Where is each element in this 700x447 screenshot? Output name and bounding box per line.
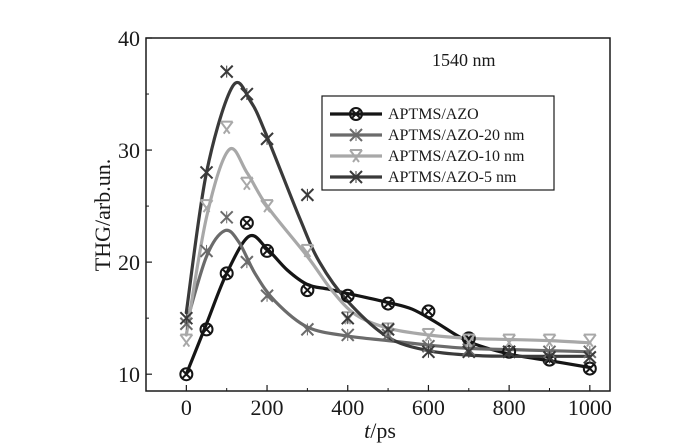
- series-line-2: [184, 228, 592, 354]
- series-curves: [184, 80, 592, 376]
- legend: APTMS/AZO APTMS/AZO-20 nm APTMS/AZO-10 nm A…: [321, 95, 555, 191]
- data-point-s2-7: [341, 328, 355, 342]
- legend-item-4: APTMS/AZO-5 nm: [330, 169, 517, 186]
- legend-label: APTMS/AZO-5 nm: [388, 169, 517, 186]
- data-point-s4-5: [260, 132, 274, 146]
- y-tick-label: 20: [118, 250, 140, 275]
- data-point-s3-9: [421, 327, 436, 342]
- wavelength-annotation: 1540 nm: [432, 50, 496, 70]
- plot-frame: [145, 37, 611, 392]
- legend-label: APTMS/AZO-20 nm: [388, 127, 525, 144]
- data-point-s1-3: [219, 266, 234, 281]
- data-point-s2-5: [260, 289, 274, 303]
- data-point-s2-3: [219, 210, 234, 225]
- legend-marker: [349, 107, 363, 121]
- data-point-s1-6: [300, 283, 315, 298]
- data-point-s4-12: [542, 350, 557, 365]
- x-tick-label: 600: [412, 395, 445, 420]
- series-line-4: [184, 80, 592, 358]
- data-point-s2-4: [240, 255, 254, 269]
- y-axis-label: THG/arb.un.: [90, 159, 115, 271]
- data-point-s3-4: [240, 176, 254, 191]
- data-point-s3-3: [219, 120, 234, 135]
- data-point-s4-4: [240, 87, 254, 101]
- legend-item-3: APTMS/AZO-10 nm: [330, 148, 525, 165]
- data-point-s4-8: [381, 322, 395, 337]
- data-point-s2-2: [199, 244, 214, 258]
- data-point-s4-13: [583, 350, 597, 365]
- data-point-s3-11: [502, 333, 516, 348]
- y-tick-label: 30: [118, 138, 140, 163]
- data-point-s3-13: [583, 333, 597, 348]
- data-point-s1-2: [199, 322, 214, 337]
- data-point-s4-2: [199, 165, 214, 180]
- data-point-s1-5: [260, 243, 275, 258]
- x-axis-label-symbol: t: [364, 418, 371, 443]
- series-markers: [179, 64, 597, 382]
- x-tick-label: 200: [251, 395, 284, 420]
- data-point-s1-4: [239, 215, 254, 230]
- y-tick-label: 10: [118, 362, 140, 387]
- data-point-s3-10: [461, 333, 476, 348]
- data-point-s4-3: [219, 64, 234, 79]
- data-point-s1-7: [340, 288, 355, 303]
- data-point-s4-11: [502, 345, 516, 359]
- data-point-s4-1: [179, 311, 194, 325]
- y-tick-label: 40: [118, 26, 140, 51]
- data-point-s4-7: [341, 311, 355, 325]
- data-point-s1-1: [179, 367, 194, 382]
- data-point-s1-8: [381, 296, 396, 311]
- x-tick-label: 0: [181, 395, 192, 420]
- x-tick-label: 800: [493, 395, 526, 420]
- x-axis-label-unit: /ps: [370, 418, 396, 443]
- series-line-3: [184, 146, 592, 345]
- data-point-s3-5: [260, 199, 274, 213]
- data-point-s3-6: [300, 243, 315, 258]
- data-point-s1-9: [421, 304, 436, 319]
- data-point-s1-13: [582, 361, 597, 376]
- legend-marker: [349, 170, 363, 184]
- x-tick-label: 1000: [568, 395, 612, 420]
- legend-item-2: APTMS/AZO-20 nm: [330, 127, 525, 144]
- legend-item-1: APTMS/AZO: [330, 106, 479, 123]
- data-point-s3-1: [179, 333, 194, 348]
- legend-marker: [349, 149, 363, 163]
- legend-label: APTMS/AZO: [388, 106, 479, 123]
- data-point-s4-10: [462, 345, 476, 359]
- x-axis-label: t/ps: [364, 418, 396, 443]
- y-axis: 10 20 30 40: [118, 26, 152, 387]
- data-point-s3-2: [199, 199, 214, 213]
- x-axis: 0 200 400 600 800 1000: [145, 385, 612, 420]
- data-point-s2-6: [300, 322, 315, 337]
- data-point-s4-6: [300, 188, 315, 202]
- data-point-s4-9: [421, 345, 436, 359]
- x-tick-label: 400: [331, 395, 364, 420]
- data-point-s3-12: [542, 333, 557, 348]
- legend-label: APTMS/AZO-10 nm: [388, 148, 525, 165]
- legend-marker: [349, 128, 363, 142]
